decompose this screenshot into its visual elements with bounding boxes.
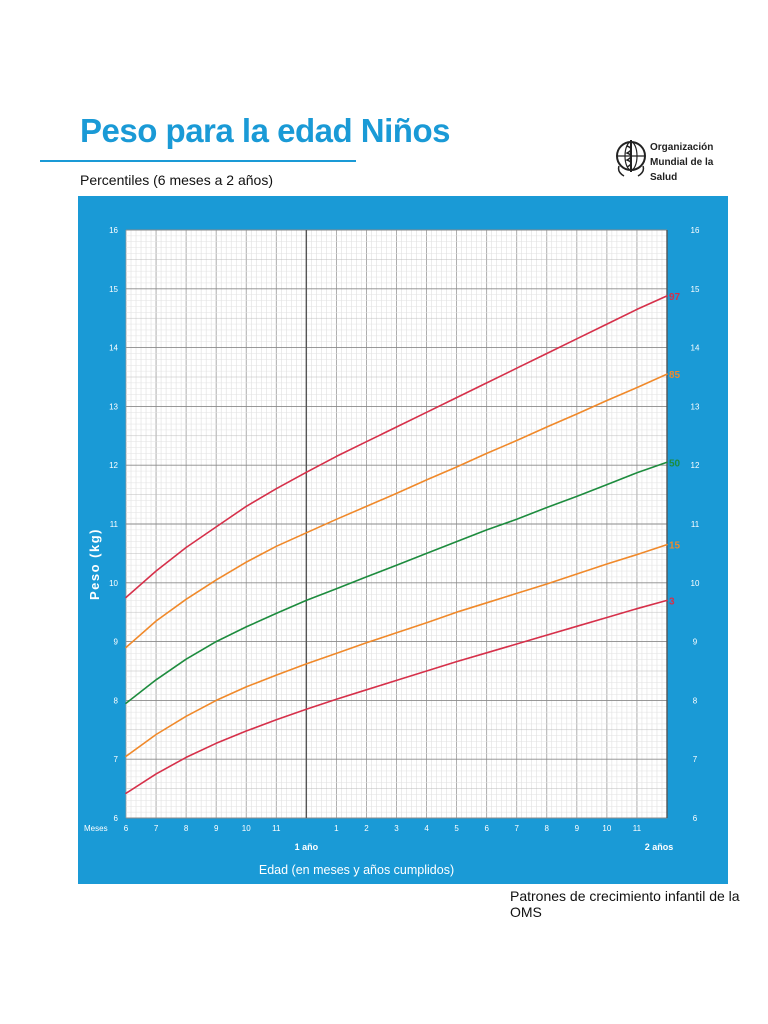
x-tick-label: 11 xyxy=(272,824,281,833)
x-tick-label: 3 xyxy=(394,824,399,833)
y-tick-label-right: 11 xyxy=(691,520,700,529)
x-tick-label: 9 xyxy=(575,824,580,833)
x-tick-label: 8 xyxy=(545,824,550,833)
title-underline xyxy=(40,160,356,162)
y-tick-label-right: 15 xyxy=(691,285,700,294)
x-tick-label: 6 xyxy=(484,824,489,833)
y-axis-label: Peso (kg) xyxy=(87,528,102,600)
x-tick-label: 7 xyxy=(154,824,159,833)
series-line-p50 xyxy=(125,461,668,705)
y-tick-label-right: 6 xyxy=(693,814,698,823)
series-label-p15: 15 xyxy=(669,541,681,552)
x-tick-label: 11 xyxy=(633,824,642,833)
page-title: Peso para la edad Niños xyxy=(80,112,450,149)
y-tick-label-right: 10 xyxy=(691,579,700,588)
who-logo: Organización Mundial de la Salud xyxy=(614,136,724,186)
y-tick-label-right: 13 xyxy=(691,402,700,411)
x-axis-prefix: Meses xyxy=(84,824,108,833)
x-tick-label: 4 xyxy=(424,824,429,833)
x-tick-label: 9 xyxy=(214,824,219,833)
x-tick-label: 6 xyxy=(124,824,129,833)
y-tick-label-left: 13 xyxy=(109,402,118,411)
who-emblem-icon xyxy=(616,140,646,177)
series-line-p85 xyxy=(125,373,668,649)
x-tick-label: 7 xyxy=(514,824,519,833)
page-subtitle: Percentiles (6 meses a 2 años) xyxy=(80,172,273,188)
y-tick-label-right: 8 xyxy=(693,696,698,705)
year-label: 2 años xyxy=(645,842,674,852)
y-tick-label-left: 9 xyxy=(114,638,119,647)
x-tick-label: 10 xyxy=(242,824,251,833)
year-label: 1 año xyxy=(295,842,319,852)
x-axis-label: Edad (en meses y años cumplidos) xyxy=(259,863,454,877)
series-label-p50: 50 xyxy=(669,458,681,469)
x-tick-label: 10 xyxy=(602,824,611,833)
series-line-p97 xyxy=(125,295,668,599)
x-tick-label: 8 xyxy=(184,824,189,833)
y-tick-label-right: 14 xyxy=(691,344,700,353)
y-tick-label-left: 6 xyxy=(114,814,119,823)
who-logo-line1: Organización xyxy=(650,142,714,153)
y-tick-label-right: 16 xyxy=(691,226,700,235)
y-tick-label-left: 7 xyxy=(114,755,119,764)
x-tick-label: 2 xyxy=(364,824,369,833)
series-label-p85: 85 xyxy=(669,370,681,381)
y-tick-label-left: 11 xyxy=(110,520,119,529)
y-tick-label-left: 14 xyxy=(109,344,118,353)
y-tick-label-left: 12 xyxy=(109,461,118,470)
who-logo-line2: Mundial de la Salud xyxy=(650,157,714,183)
y-tick-label-right: 12 xyxy=(691,461,700,470)
series-line-p15 xyxy=(125,543,668,758)
y-tick-label-right: 9 xyxy=(693,638,698,647)
y-tick-label-left: 10 xyxy=(109,579,118,588)
series-label-p97: 97 xyxy=(669,292,681,303)
y-tick-label-left: 16 xyxy=(109,226,118,235)
footer-credit: Patrones de crecimiento infantil de la O… xyxy=(510,888,740,920)
y-tick-label-right: 7 xyxy=(693,755,698,764)
series-label-p3: 3 xyxy=(669,596,675,607)
series-line-p3 xyxy=(125,599,668,795)
y-tick-label-left: 8 xyxy=(114,696,119,705)
x-tick-label: 5 xyxy=(454,824,459,833)
x-tick-label: 1 xyxy=(334,824,339,833)
y-tick-label-left: 15 xyxy=(109,285,118,294)
